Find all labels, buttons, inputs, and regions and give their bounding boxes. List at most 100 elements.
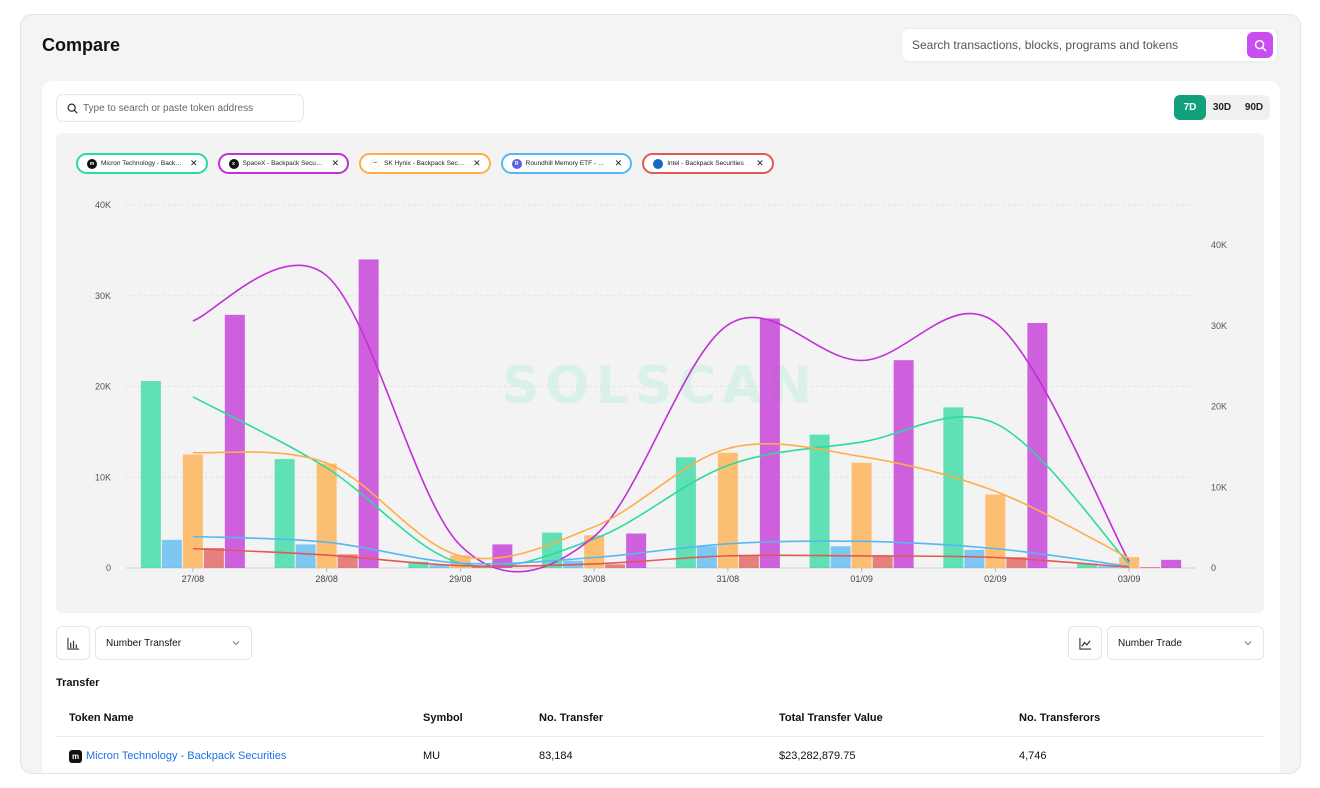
value-cell: $23,282,879.75 — [779, 750, 856, 763]
transferors-cell: 4,746 — [1019, 750, 1047, 763]
bar-chart-toggle[interactable] — [56, 626, 90, 660]
token-chip[interactable]: m Micron Technology - Backpack Securities… — [76, 153, 208, 174]
token-chips: m Micron Technology - Backpack Securities… — [76, 153, 774, 174]
left-axis-tick-label: 0 — [106, 563, 111, 573]
remove-chip-icon[interactable]: ✕ — [473, 158, 481, 168]
bar — [1161, 559, 1182, 568]
bar — [1077, 563, 1098, 568]
right-axis-tick-label: 30K — [1211, 321, 1227, 331]
range-tab-30d[interactable]: 30D — [1212, 102, 1232, 113]
token-logo-icon — [653, 158, 664, 169]
x-axis-tick-label: 01/09 — [850, 574, 873, 584]
page-title: Compare — [42, 35, 121, 55]
bar — [738, 555, 759, 568]
token-link-label: Micron Technology - Backpack Securities — [86, 750, 287, 763]
bar — [140, 381, 161, 568]
global-search-input[interactable] — [912, 29, 1242, 61]
token-link[interactable]: m Micron Technology - Backpack Securitie… — [69, 749, 287, 763]
token-search[interactable] — [56, 94, 304, 122]
left-metric-select[interactable]: Number Transfer — [95, 626, 252, 660]
right-metric-value: Number Trade — [1118, 637, 1182, 649]
x-axis-tick-label: 30/08 — [583, 574, 606, 584]
token-logo-icon: x — [228, 158, 239, 169]
bar — [492, 544, 513, 568]
col-symbol: Symbol — [423, 701, 539, 737]
token-chip[interactable]: ~ SK Hynix - Backpack Securities ✕ — [359, 153, 491, 174]
micron-logo-icon: m — [69, 749, 82, 763]
series-line — [192, 547, 1130, 568]
bar — [1098, 566, 1119, 568]
remove-chip-icon[interactable]: ✕ — [331, 158, 340, 168]
token-chip-label: Roundhill Memory ETF - Backpack Securiti… — [525, 160, 608, 167]
bar — [872, 556, 893, 568]
token-chip-label: Intel - Backpack Securities — [667, 160, 744, 167]
search-icon — [1254, 39, 1266, 51]
bar — [851, 462, 872, 568]
left-metric-value: Number Transfer — [106, 637, 182, 649]
range-tab-7d[interactable]: 7D — [1174, 95, 1206, 120]
bar — [224, 314, 245, 568]
remove-chip-icon[interactable]: ✕ — [614, 158, 623, 168]
right-metric-select[interactable]: Number Trade — [1107, 626, 1264, 660]
bar — [358, 259, 379, 568]
transfer-section-title: Transfer — [56, 677, 100, 689]
line-chart-toggle[interactable] — [1068, 626, 1102, 660]
left-axis-tick-label: 10K — [95, 472, 111, 482]
x-axis-tick-label: 28/08 — [315, 574, 338, 584]
search-icon — [67, 103, 78, 114]
bar — [429, 565, 450, 568]
token-chip[interactable]: Intel - Backpack Securities ✕ — [642, 153, 774, 174]
col-no-transferors: No. Transferors — [1019, 701, 1264, 737]
right-axis-tick-label: 10K — [1211, 482, 1227, 492]
bar — [584, 535, 605, 568]
token-name-cell: m Micron Technology - Backpack Securitie… — [56, 736, 423, 773]
x-axis-tick-label: 02/09 — [984, 574, 1007, 584]
token-logo-icon: ~ — [370, 158, 381, 169]
bar — [408, 561, 429, 568]
col-no-transfer: No. Transfer — [539, 701, 779, 737]
search-button[interactable] — [1247, 32, 1273, 58]
table-row: m Micron Technology - Backpack Securitie… — [56, 736, 1264, 773]
line-chart-icon — [1078, 637, 1091, 650]
x-axis-tick-label: 31/08 — [717, 574, 740, 584]
bar — [830, 546, 851, 568]
series-line — [192, 535, 1130, 568]
range-tab-90d[interactable]: 90D — [1244, 102, 1264, 113]
chevron-down-icon — [232, 641, 240, 646]
bar — [274, 459, 295, 568]
bar — [182, 454, 203, 568]
token-chip-label: Micron Technology - Backpack Securities — [101, 160, 183, 167]
col-total-transfer-value: Total Transfer Value — [779, 701, 1019, 737]
x-axis-tick-label: 29/08 — [449, 574, 472, 584]
bar — [1140, 567, 1161, 568]
chevron-down-icon — [1244, 641, 1252, 646]
bar — [203, 548, 224, 568]
remove-chip-icon[interactable]: ✕ — [756, 158, 764, 168]
table-header-row: Token Name Symbol No. Transfer Total Tra… — [56, 701, 1264, 737]
token-logo-icon: m — [87, 158, 97, 169]
series-line — [192, 264, 1130, 573]
bar — [1119, 557, 1140, 568]
bar — [675, 457, 696, 568]
bar — [626, 533, 647, 568]
transfers-cell: 83,184 — [539, 750, 573, 763]
bar — [809, 434, 830, 568]
bar — [1006, 557, 1027, 568]
token-search-input[interactable] — [83, 95, 298, 121]
chart-panel: SOLSCAN 0 10K 20K 30K 40K 0 10K 20K 30K 40K 27/08 28… — [56, 133, 1264, 613]
left-axis-tick-label: 40K — [95, 200, 111, 210]
time-range-tabs: 7D 30D 90D — [1174, 95, 1270, 120]
token-chip[interactable]: x SpaceX - Backpack Securities ✕ — [217, 153, 350, 174]
remove-chip-icon[interactable]: ✕ — [190, 158, 198, 168]
global-search[interactable] — [901, 28, 1278, 62]
transfer-table: Token Name Symbol No. Transfer Total Tra… — [56, 701, 1264, 773]
right-axis-tick-label: 0 — [1211, 563, 1216, 573]
series-line — [192, 442, 1130, 560]
compare-card: 7D 30D 90D SOLSCAN010K20K30K40K010K20K30… — [42, 81, 1280, 773]
app-window: Compare 7D 30D 90D SOLSCAN010K20K30K40K0… — [20, 14, 1301, 774]
right-axis-tick-label: 40K — [1211, 240, 1227, 250]
bar — [964, 549, 985, 568]
token-chip-label: SK Hynix - Backpack Securities — [384, 160, 467, 167]
